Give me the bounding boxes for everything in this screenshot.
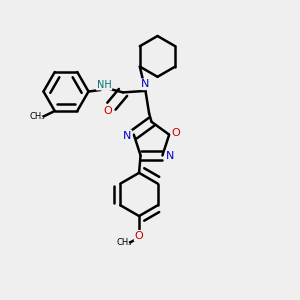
Text: N: N [123,130,131,141]
Text: O: O [171,128,180,138]
Text: CH₃: CH₃ [116,238,132,247]
Text: NH: NH [97,80,112,90]
Text: CH₃: CH₃ [30,112,45,121]
Text: N: N [166,151,174,161]
Text: N: N [141,79,150,89]
Text: O: O [103,106,112,116]
Text: O: O [135,231,143,241]
